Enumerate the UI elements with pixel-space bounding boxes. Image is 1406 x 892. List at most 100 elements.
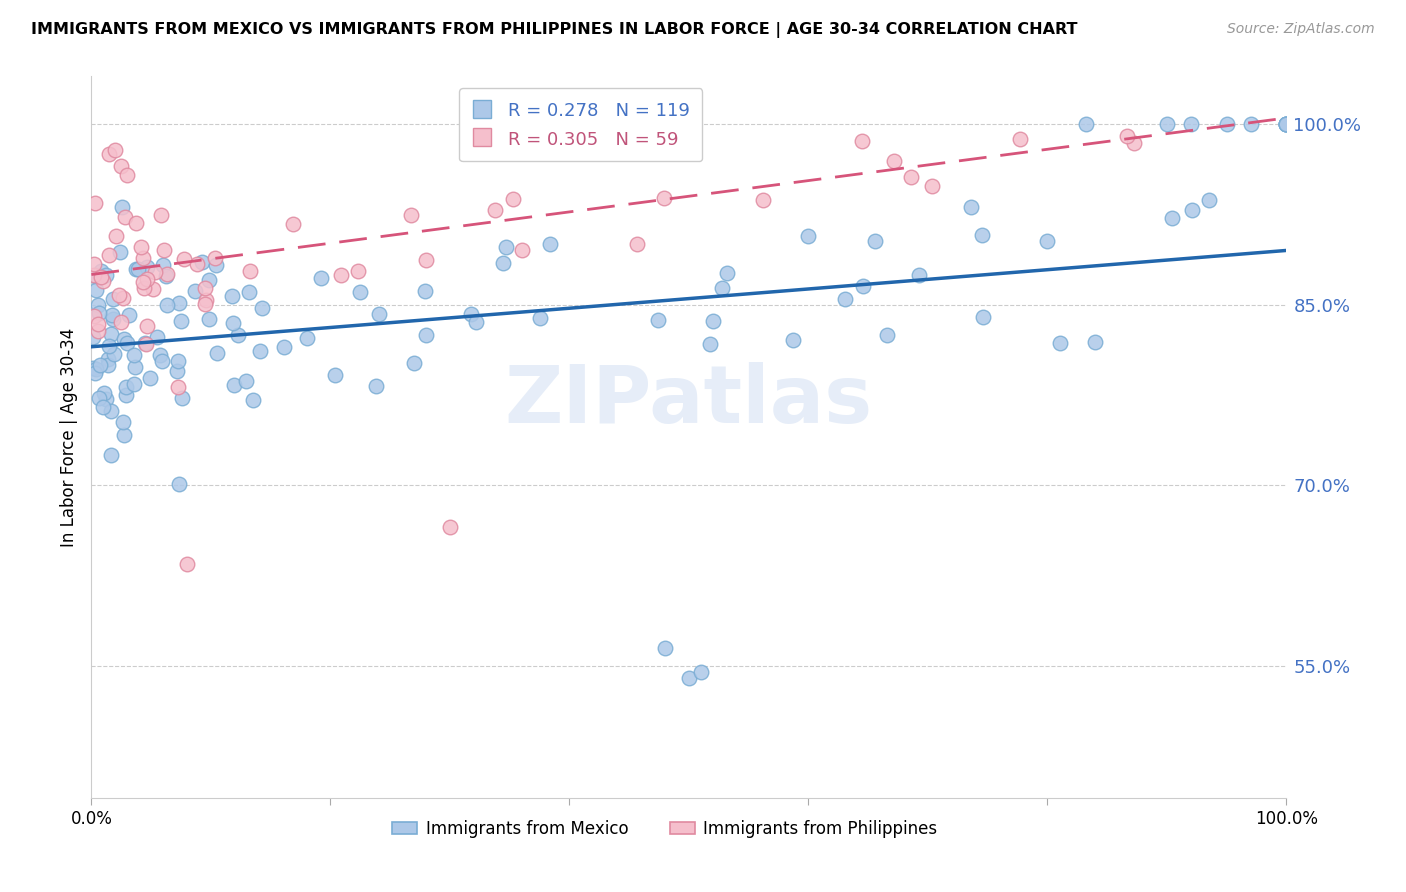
Point [921, 179, 943, 194]
Point [851, 134, 873, 148]
Point [197, 273, 219, 287]
Point [83, 366, 105, 380]
Point [538, 237, 561, 252]
Point [82, 330, 104, 344]
Point [135, 260, 157, 274]
Point [87, 318, 110, 332]
Point [125, 261, 148, 276]
Point [166, 364, 188, 378]
Point [184, 284, 207, 298]
Point [654, 640, 676, 655]
Point [652, 191, 675, 205]
Point [207, 346, 229, 360]
Point [83, 256, 105, 270]
Point [138, 371, 160, 385]
Point [104, 228, 127, 243]
Point [91, 400, 114, 414]
Point [104, 144, 127, 158]
Point [136, 272, 159, 286]
Point [170, 391, 193, 405]
Point [145, 330, 167, 344]
Point [699, 337, 721, 351]
Point [103, 347, 125, 361]
Point [221, 288, 243, 302]
Point [495, 240, 517, 254]
Point [108, 288, 131, 302]
Point [82, 361, 104, 376]
Point [323, 368, 346, 383]
Point [364, 379, 387, 393]
Point [124, 359, 146, 374]
Point [852, 279, 875, 293]
Point [1215, 117, 1237, 131]
Point [97, 359, 120, 373]
Point [1181, 203, 1204, 218]
Point [132, 252, 155, 266]
Point [110, 315, 132, 329]
Point [250, 301, 273, 316]
Point [689, 665, 711, 679]
Text: ZIPatlas: ZIPatlas [505, 362, 873, 440]
Point [439, 520, 461, 534]
Point [1084, 335, 1107, 350]
Point [415, 328, 437, 343]
Point [111, 415, 134, 429]
Point [156, 267, 179, 281]
Point [702, 314, 724, 328]
Point [112, 291, 135, 305]
Point [347, 264, 370, 278]
Point [865, 235, 887, 249]
Point [108, 244, 131, 259]
Point [152, 258, 174, 272]
Point [101, 308, 124, 322]
Point [204, 252, 226, 266]
Point [1275, 117, 1298, 131]
Point [368, 307, 391, 321]
Point [89, 359, 111, 373]
Point [349, 285, 371, 299]
Point [115, 388, 138, 402]
Point [1049, 335, 1071, 350]
Point [330, 268, 353, 283]
Point [1275, 117, 1298, 131]
Point [111, 200, 134, 214]
Point [83, 268, 105, 283]
Point [194, 297, 217, 311]
Point [205, 258, 228, 272]
Point [960, 200, 983, 214]
Point [1161, 211, 1184, 225]
Point [1275, 117, 1298, 131]
Point [834, 292, 856, 306]
Point [972, 227, 994, 242]
Point [98, 339, 121, 353]
Text: IMMIGRANTS FROM MEXICO VS IMMIGRANTS FROM PHILIPPINES IN LABOR FORCE | AGE 30-34: IMMIGRANTS FROM MEXICO VS IMMIGRANTS FRO… [31, 22, 1077, 38]
Point [94, 268, 117, 282]
Point [222, 377, 245, 392]
Point [176, 557, 198, 571]
Point [510, 243, 533, 257]
Point [87, 391, 110, 405]
Point [1275, 117, 1298, 131]
Point [142, 282, 165, 296]
Point [167, 353, 190, 368]
Point [110, 159, 132, 173]
Point [93, 386, 115, 401]
Point [149, 348, 172, 362]
Point [167, 476, 190, 491]
Point [125, 216, 148, 230]
Point [1122, 136, 1144, 151]
Point [150, 354, 173, 368]
Point [1240, 117, 1263, 131]
Point [100, 404, 122, 418]
Point [167, 380, 190, 394]
Point [115, 168, 138, 182]
Point [101, 312, 124, 326]
Point [678, 671, 700, 685]
Point [796, 229, 818, 244]
Point [87, 306, 110, 320]
Point [1008, 132, 1031, 146]
Point [1180, 117, 1202, 131]
Point [710, 281, 733, 295]
Point [492, 255, 515, 269]
Point [415, 284, 437, 298]
